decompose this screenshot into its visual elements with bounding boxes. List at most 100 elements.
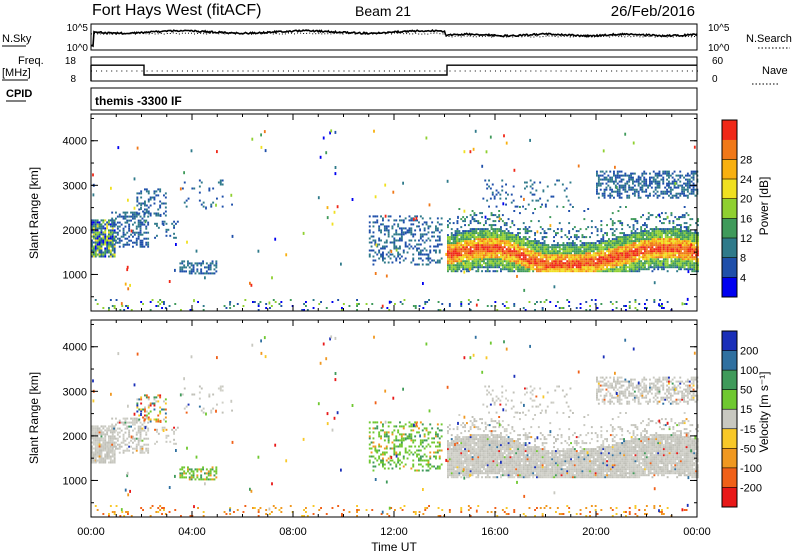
echo-pixel <box>171 222 174 225</box>
echo-pixel <box>662 260 665 263</box>
search-noise-dot <box>575 35 577 37</box>
echo-pixel <box>556 244 559 247</box>
echo-pixel <box>596 250 599 253</box>
echo-pixel <box>477 232 480 235</box>
echo-pixel <box>676 242 679 245</box>
echo-pixel <box>528 268 531 271</box>
echo-pixel <box>570 250 572 253</box>
echo-pixel <box>92 459 95 462</box>
echo-pixel <box>695 246 697 249</box>
echo-pixel <box>626 194 629 197</box>
echo-pixel <box>402 181 404 185</box>
echo-pixel <box>113 455 116 458</box>
echo-pixel <box>609 248 612 251</box>
echo-pixel <box>664 190 667 193</box>
echo-pixel <box>613 260 616 263</box>
echo-pixel <box>651 240 654 243</box>
echo-pixel <box>519 266 521 269</box>
echo-pixel <box>519 250 521 253</box>
echo-pixel <box>583 270 586 273</box>
echo-pixel <box>662 240 665 243</box>
echo-pixel <box>651 236 654 239</box>
echo-pixel <box>572 260 574 263</box>
echo-pixel <box>440 217 443 220</box>
echo-pixel <box>691 252 694 255</box>
echo-pixel <box>513 240 516 243</box>
search-noise-dot <box>584 36 586 38</box>
echo-pixel <box>678 268 680 271</box>
echo-pixel <box>678 232 680 235</box>
echo-pixel <box>647 256 650 259</box>
echo-pixel <box>638 268 641 271</box>
echo-pixel <box>198 179 201 182</box>
echo-pixel <box>659 262 661 265</box>
echo-pixel <box>691 236 694 239</box>
echo-pixel <box>692 192 695 195</box>
echo-pixel <box>606 250 608 253</box>
echo-pixel <box>602 270 605 273</box>
echo-pixel <box>471 236 474 239</box>
echo-pixel <box>617 252 620 255</box>
echo-pixel <box>202 272 204 275</box>
echo-pixel <box>649 194 651 197</box>
echo-pixel <box>96 443 99 446</box>
search-noise-dot <box>360 33 362 35</box>
echo-pixel <box>691 264 694 267</box>
echo-pixel <box>140 202 143 205</box>
echo-pixel <box>635 190 638 193</box>
echo-pixel <box>630 234 633 237</box>
echo-pixel <box>447 262 449 265</box>
echo-pixel <box>598 242 601 245</box>
echo-pixel <box>471 258 474 261</box>
echo-pixel <box>467 258 470 261</box>
echo-pixel <box>469 248 472 251</box>
echo-pixel <box>400 233 403 236</box>
echo-pixel <box>611 248 614 251</box>
echo-pixel <box>693 250 696 253</box>
echo-pixel <box>522 260 525 263</box>
echo-pixel <box>568 230 571 233</box>
echo-pixel <box>102 433 105 436</box>
echo-pixel <box>589 309 591 311</box>
echo-pixel <box>113 223 115 226</box>
echo-pixel <box>661 222 663 225</box>
echo-pixel <box>412 223 415 226</box>
echo-pixel <box>695 238 697 241</box>
echo-pixel <box>511 250 514 253</box>
echo-pixel <box>589 236 591 239</box>
echo-pixel <box>484 254 487 257</box>
echo-pixel <box>500 230 502 233</box>
search-noise-dot <box>284 33 286 35</box>
echo-pixel <box>621 248 624 251</box>
echo-pixel <box>547 262 550 265</box>
echo-pixel <box>561 183 564 186</box>
echo-pixel <box>519 260 521 263</box>
echo-pixel <box>466 248 468 251</box>
echo-pixel <box>471 232 474 235</box>
echo-pixel <box>605 178 608 181</box>
echo-pixel <box>460 305 463 307</box>
echo-pixel <box>368 231 371 234</box>
echo-pixel <box>689 260 692 263</box>
echo-pixel <box>658 184 661 187</box>
echo-pixel <box>647 234 650 237</box>
echo-pixel <box>524 268 527 271</box>
echo-pixel <box>507 254 510 257</box>
echo-pixel <box>113 431 116 434</box>
nave-dot <box>202 70 204 72</box>
echo-pixel <box>652 194 655 197</box>
echo-pixel <box>113 255 116 258</box>
echo-pixel <box>626 246 629 249</box>
echo-pixel <box>611 268 614 271</box>
echo-pixel <box>676 252 679 255</box>
echo-pixel <box>623 256 625 259</box>
echo-pixel <box>609 270 612 273</box>
echo-pixel <box>681 238 684 241</box>
echo-pixel <box>484 234 487 237</box>
echo-pixel <box>473 240 476 243</box>
echo-pixel <box>677 174 680 177</box>
echo-pixel <box>678 254 680 257</box>
echo-pixel <box>659 216 661 219</box>
echo-pixel <box>109 245 112 248</box>
echo-pixel <box>108 461 110 464</box>
